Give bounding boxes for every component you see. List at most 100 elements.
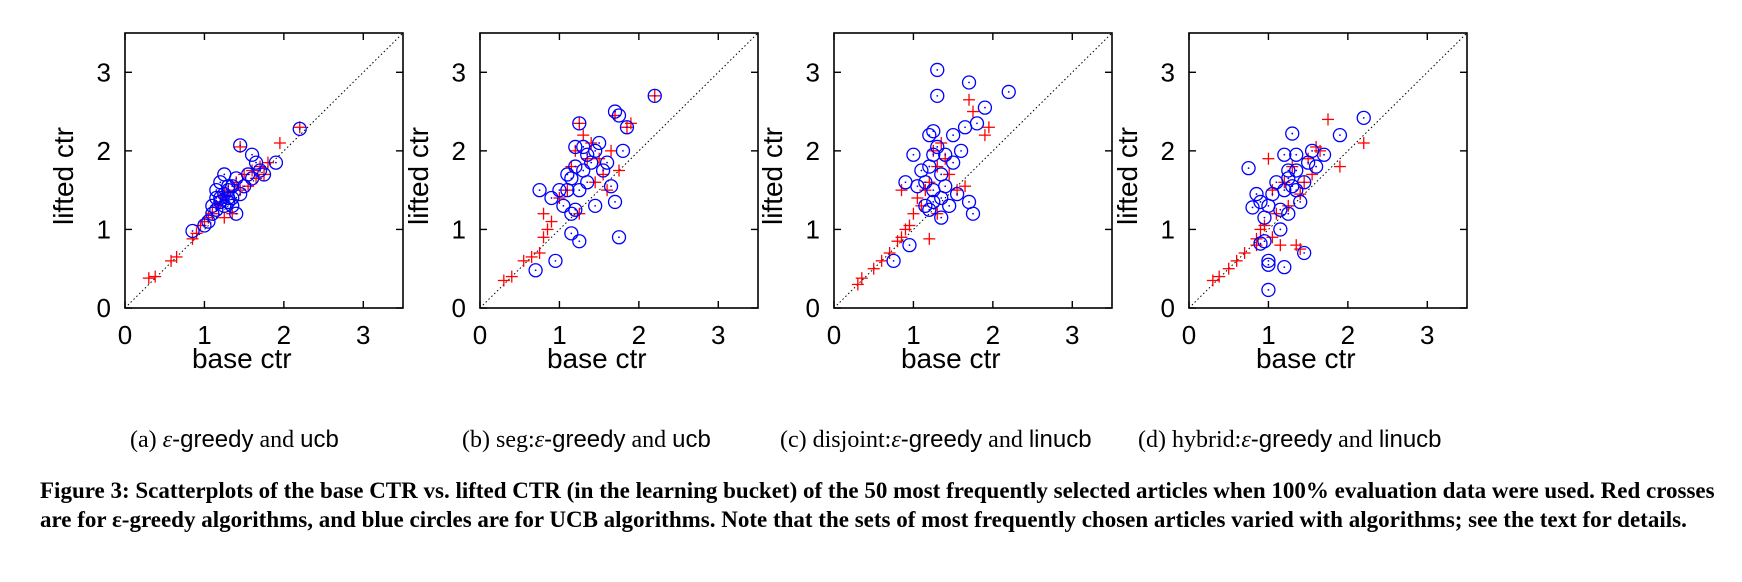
x-tick-label: 3 — [1420, 320, 1434, 350]
data-point-cross — [149, 270, 162, 283]
data-point-circle — [229, 206, 244, 221]
data-point-circle — [1297, 245, 1312, 261]
data-point-cross — [1286, 160, 1299, 173]
y-tick-label: 0 — [452, 293, 466, 323]
x-tick-label: 2 — [1341, 320, 1355, 350]
data-point-circle — [580, 175, 595, 190]
data-point-cross — [234, 140, 247, 153]
x-tick-label: 3 — [1065, 320, 1079, 350]
data-point-cross — [1262, 152, 1275, 165]
data-point-circle — [544, 190, 559, 206]
data-point-cross — [1357, 137, 1370, 149]
scatter-plot-a: 0 1 2 3 0 1 2 3 base ctr lifted ctr — [48, 32, 404, 374]
x-tick-label: 1 — [1261, 320, 1275, 350]
y-tick-label: 1 — [452, 214, 466, 244]
panel-caption-d: (d) hybrid:ε-greedy and linucb — [1138, 426, 1442, 454]
data-point-circle — [898, 175, 913, 190]
data-point-circle — [591, 135, 607, 151]
data-point-circle — [185, 223, 200, 239]
data-point-circle — [969, 116, 985, 131]
data-point-circle — [1297, 175, 1312, 190]
x-tick-label: 3 — [356, 320, 370, 350]
caption-algo: linucb — [1378, 426, 1442, 453]
data-point-circle — [268, 155, 284, 170]
caption-algo: ucb — [300, 426, 339, 453]
data-point-circle — [1289, 147, 1304, 162]
data-point-circle — [233, 186, 248, 202]
y-axis-label: lifted ctr — [403, 127, 434, 225]
x-tick-label: 2 — [277, 320, 291, 350]
data-point-cross — [1294, 188, 1307, 201]
data-point-cross — [931, 160, 944, 173]
data-point-cross — [1258, 219, 1271, 232]
data-point-cross — [541, 223, 554, 236]
data-point-circle — [611, 230, 627, 245]
y-tick-label: 1 — [1161, 214, 1175, 244]
data-point-cross — [533, 247, 546, 259]
data-point-cross — [624, 117, 637, 130]
x-tick-label: 2 — [986, 320, 1000, 350]
data-point-cross — [1282, 199, 1295, 212]
data-point-cross — [1294, 243, 1307, 256]
data-point-circle — [1356, 110, 1371, 126]
data-point-cross — [261, 156, 274, 169]
data-point-circle — [572, 116, 587, 131]
data-point-circle — [938, 179, 953, 194]
caption-algo: ucb — [672, 426, 711, 453]
scatter-plot-b: 0 1 2 3 0 1 2 3 base ctr lifted ctr — [403, 32, 759, 374]
data-point-circle — [1281, 171, 1296, 186]
data-point-cross — [190, 227, 203, 240]
x-tick-label: 1 — [197, 320, 211, 350]
data-point-cross — [1222, 262, 1235, 275]
data-point-cross — [1322, 113, 1334, 126]
data-point-cross — [903, 219, 916, 232]
data-point-cross — [1306, 168, 1319, 181]
scatter-panel-c: 0 1 2 3 0 1 2 3 base ctr lifted ctr — [709, 0, 1149, 460]
x-tick-label: 0 — [118, 320, 132, 350]
data-point-circle — [1001, 84, 1016, 100]
scatter-plot-d: 0 1 2 3 0 1 2 3 base ctr lifted ctr — [1112, 32, 1468, 374]
data-point-cross — [943, 168, 956, 181]
caption-and: and — [1332, 427, 1379, 453]
data-point-circle — [957, 120, 973, 135]
x-tick-label: 0 — [827, 320, 841, 350]
data-point-cross — [895, 184, 908, 197]
caption-epsilon: ε — [891, 427, 901, 453]
data-point-cross — [601, 184, 614, 197]
data-point-circle — [1332, 127, 1348, 143]
y-tick-label: 0 — [806, 293, 820, 323]
y-tick-label: 3 — [97, 57, 111, 87]
plot-frame — [124, 32, 404, 309]
data-point-circle — [572, 234, 587, 249]
data-point-circle — [564, 226, 579, 241]
data-point-circle — [1261, 257, 1276, 272]
x-tick-label: 0 — [473, 320, 487, 350]
data-point-cross — [577, 129, 590, 142]
data-point-circle — [528, 263, 543, 278]
plot-frame — [833, 32, 1113, 309]
panel-caption-b: (b) seg:ε-greedy and ucb — [462, 426, 711, 454]
caption-prefix: (a) — [130, 427, 163, 453]
data-point-circle — [1285, 126, 1300, 141]
data-point-circle — [556, 198, 571, 214]
plot-frame — [1188, 32, 1468, 309]
y-tick-label: 2 — [452, 136, 466, 166]
data-point-circle — [1281, 206, 1296, 221]
data-point-cross — [923, 232, 936, 245]
data-point-circle — [945, 155, 961, 170]
data-point-circle — [225, 198, 240, 214]
data-point-cross — [967, 105, 979, 118]
data-point-cross — [978, 129, 991, 142]
caption-greedy: -greedy — [172, 426, 254, 453]
scatter-panel-d: 0 1 2 3 0 1 2 3 base ctr lifted ctr — [1064, 0, 1504, 460]
data-point-cross — [875, 254, 888, 267]
data-point-circle — [977, 100, 993, 115]
data-point-circle — [568, 159, 583, 174]
data-point-circle — [930, 62, 945, 78]
data-point-cross — [911, 192, 924, 204]
x-axis-label: base ctr — [547, 343, 647, 374]
data-point-circle — [209, 182, 224, 198]
data-point-cross — [1270, 207, 1283, 220]
data-point-cross — [931, 207, 944, 220]
diagonal-line — [833, 32, 1113, 309]
